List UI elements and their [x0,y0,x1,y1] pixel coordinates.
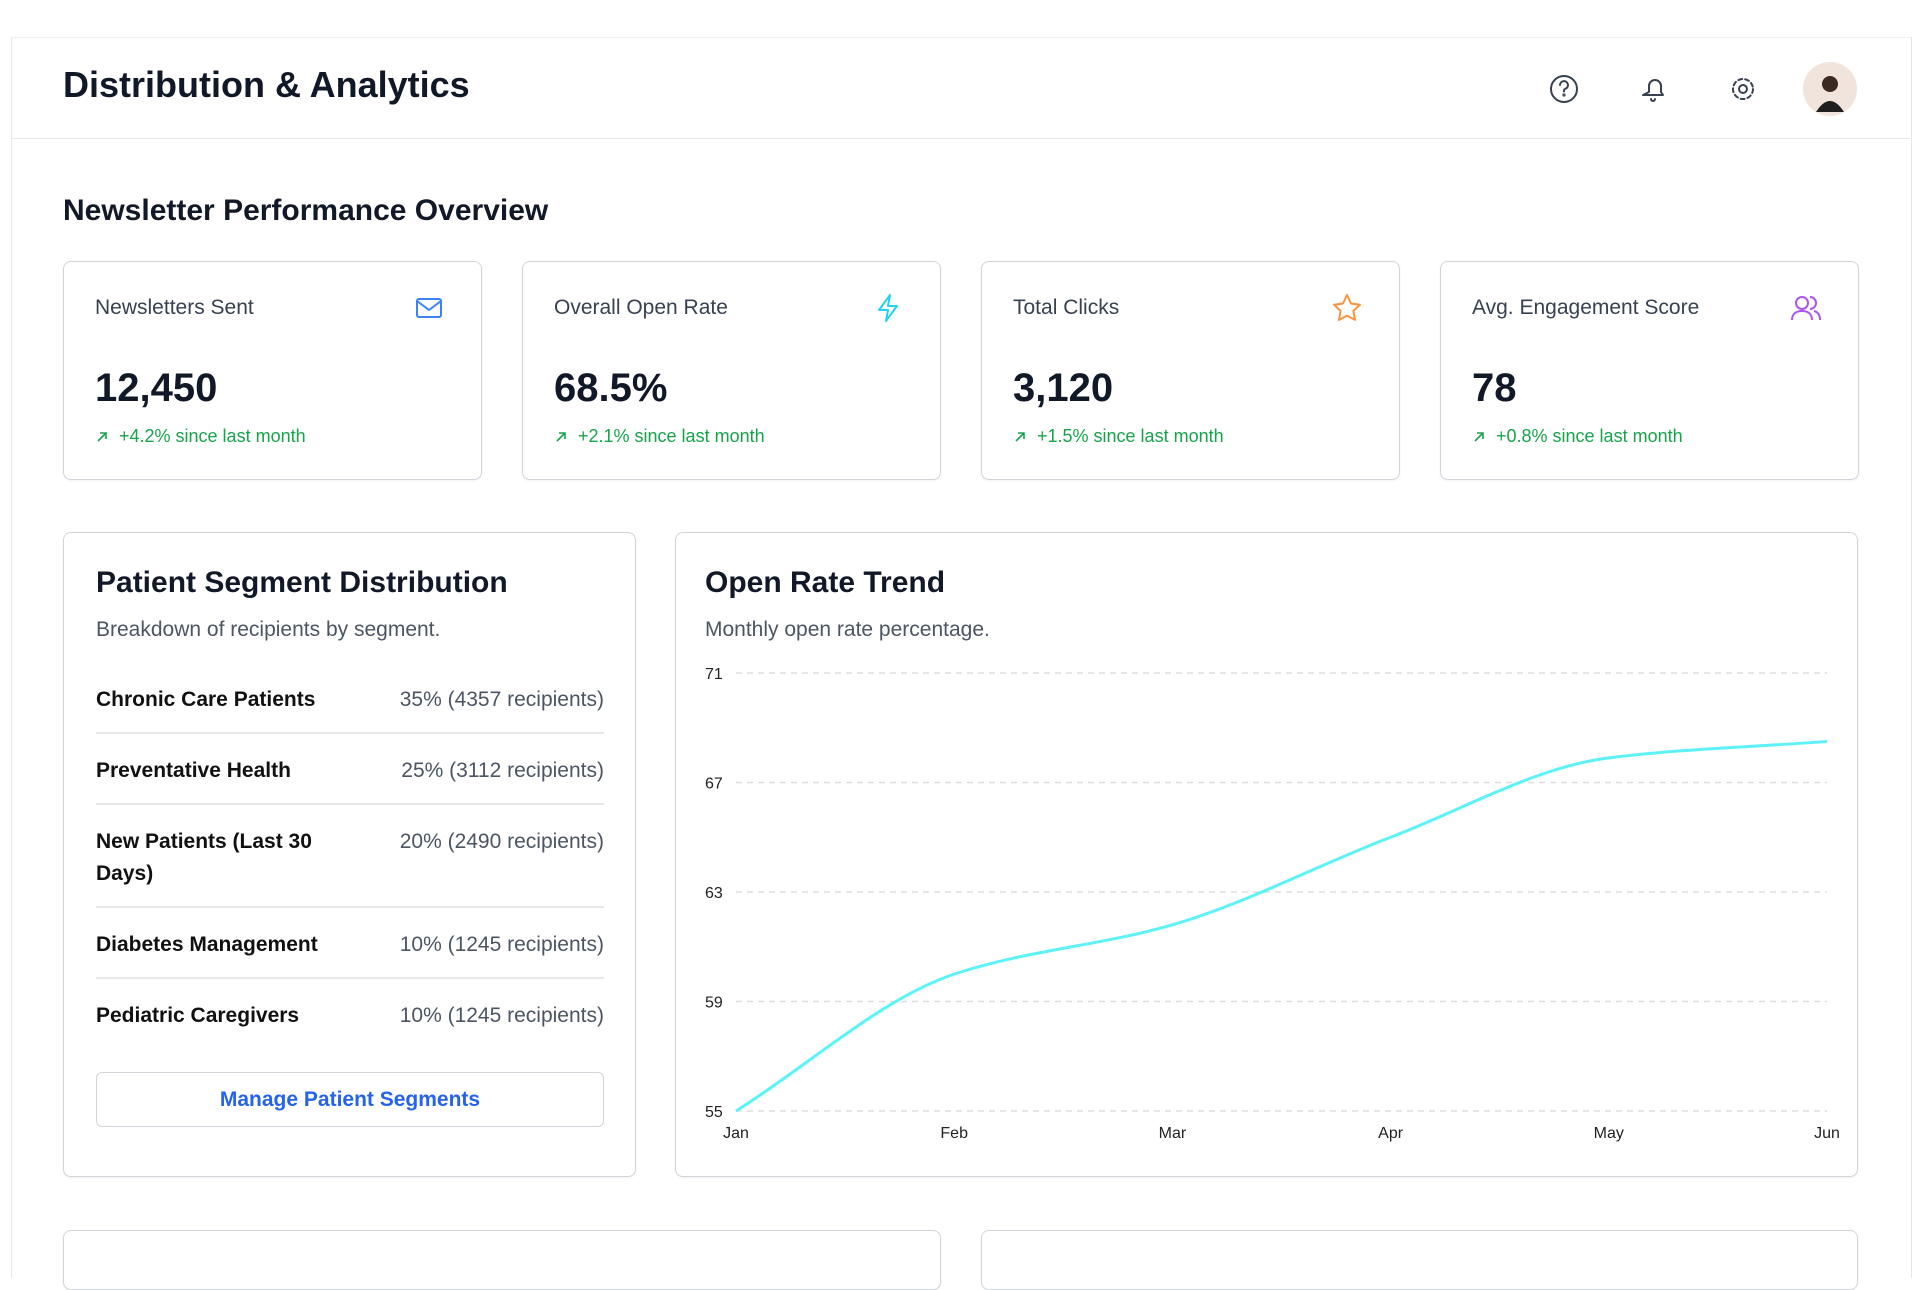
trend-arrow [554,428,568,449]
segment-card [63,532,636,1177]
segment-name: Pediatric Caregivers [96,1004,300,1027]
manage-segments-button[interactable]: Manage Patient Segments [96,1072,604,1127]
segment-value: 20% (2490 recipients) [399,830,604,853]
stat-card [522,261,941,480]
page: {"header":{"title":"Distribution & Analy… [11,37,1912,1290]
trend-arrow [1013,428,1027,449]
segment-value: 10% (1245 recipients) [399,933,604,956]
segment-row: Pediatric Caregivers 10% (1245 recipients… [96,1000,604,1032]
y-tick-label: 63 [705,885,723,902]
stat-icon [1790,292,1822,329]
x-tick-label: Jan [723,1125,749,1142]
stat-label: Avg. Engagement Score [1472,296,1700,319]
segment-name: Chronic Care Patients [96,688,316,711]
chart-subtitle: Monthly open rate percentage. [705,618,990,641]
x-tick-label: Feb [940,1125,968,1142]
stat-value: 68.5% [554,366,668,410]
stat-change: +0.8% since last month [1496,426,1683,446]
x-tick-label: May [1594,1125,1624,1142]
avatar[interactable] [1803,62,1857,116]
x-tick-label: Jun [1814,1125,1840,1142]
row-divider [96,906,604,908]
x-tick-label: Mar [1159,1125,1187,1142]
y-tick-label: 67 [705,776,723,793]
y-tick-label: 71 [705,666,723,683]
segment-row: New Patients (Last 30 Days) 20% (2490 rec… [96,826,604,890]
trend-arrow [1472,428,1486,449]
trend-line [735,739,1828,1113]
row-divider [96,732,604,734]
stat-value: 78 [1472,366,1517,410]
stat-card [63,261,482,480]
help-icon[interactable] [1550,75,1578,103]
header-icons [1550,62,1857,116]
app-frame [11,37,1912,1278]
stat-icon [872,292,904,329]
stat-value: 3,120 [1013,366,1114,410]
segment-row: Chronic Care Patients 35% (4357 recipient… [96,684,604,716]
y-tick-label: 59 [705,995,723,1012]
stat-label: Overall Open Rate [554,296,728,319]
chart-title: Open Rate Trend [705,566,946,599]
stat-change: +1.5% since last month [1037,426,1224,446]
stat-icon [1331,292,1363,329]
trend-card [675,532,1858,1177]
segment-name: Diabetes Management [96,933,318,956]
card-subtitle: Breakdown of recipients by segment. [96,618,441,641]
line-chart: 55 59 63 67 71 Jan Feb Mar Apr May Jun [705,666,1840,1142]
bottom-card [981,1230,1858,1290]
header-divider [11,138,1910,139]
segment-value: 35% (4357 recipients) [399,688,604,711]
x-tick-label: Apr [1378,1125,1404,1142]
stat-card [981,261,1400,480]
trend-arrow [95,428,109,449]
stat-value: 12,450 [95,366,218,410]
section-title: Newsletter Performance Overview [63,194,549,227]
card-title: Patient Segment Distribution [96,566,508,599]
stat-label: Newsletters Sent [95,296,254,319]
page-title: Distribution & Analytics [63,64,470,105]
segment-name: New Patients (Last 30 Days) [96,830,312,885]
stat-card [1440,261,1859,480]
segment-value: 10% (1245 recipients) [399,1004,604,1027]
stat-icon [413,292,445,329]
stat-change: +2.1% since last month [578,426,765,446]
segment-row: Diabetes Management 10% (1245 recipients) [96,929,604,961]
settings-icon[interactable] [1732,78,1754,100]
bottom-card [63,1230,941,1290]
stat-change: +4.2% since last month [119,426,306,446]
segment-row: Preventative Health 25% (3112 recipients) [96,755,604,787]
row-divider [96,977,604,979]
notifications-icon[interactable] [1642,79,1664,102]
segment-name: Preventative Health [96,759,291,782]
stat-label: Total Clicks [1013,296,1120,319]
segment-value: 25% (3112 recipients) [401,759,604,782]
y-tick-label: 55 [705,1104,723,1121]
row-divider [96,803,604,805]
